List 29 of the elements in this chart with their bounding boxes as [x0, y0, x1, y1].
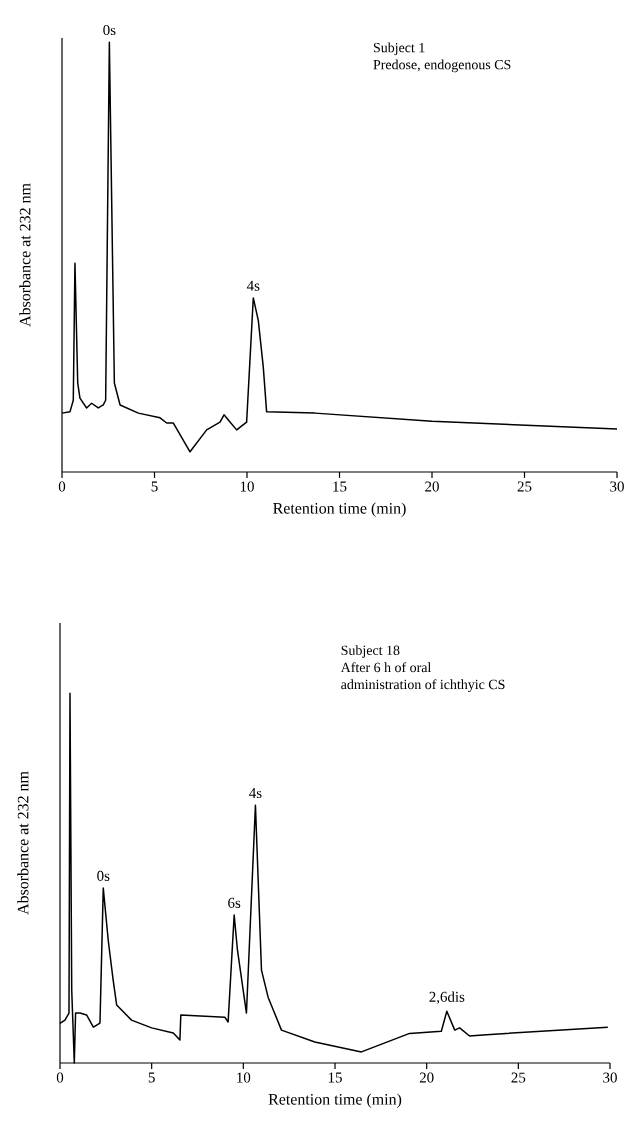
annotation: 6s	[228, 897, 241, 908]
x-tick-label: 15	[333, 481, 347, 492]
y-axis-title: Absorbance at 232 nm	[17, 771, 29, 915]
x-tick-label: 20	[419, 1072, 434, 1083]
x-tick-label: 5	[148, 1072, 155, 1083]
x-tick-label: 20	[425, 481, 439, 492]
annotation: 4s	[249, 788, 262, 799]
x-tick-label: 30	[603, 1072, 617, 1083]
x-axis-title: Retention time (min)	[273, 502, 406, 517]
x-tick-label: 10	[237, 1072, 251, 1083]
text: administration of ichthyic CS	[341, 679, 505, 693]
annotation: Subject 1	[373, 42, 425, 56]
text: After 6 h of oral	[340, 662, 432, 673]
x-tick-label: 15	[328, 1072, 342, 1083]
x-tick-label: 25	[511, 1072, 526, 1083]
x-axis-title: Retention time (min)	[268, 1093, 402, 1108]
x-tick-label: 25	[517, 481, 532, 492]
annotation: 2,6dis	[429, 991, 465, 1005]
text: Subject 18	[341, 645, 400, 658]
y-axis-title: Absorbance at 232 nm	[19, 183, 31, 327]
annotation: 4s	[246, 280, 260, 291]
annotation: 0s	[103, 25, 116, 36]
x-tick-label: 0	[58, 481, 66, 492]
annotation: 0s	[97, 870, 110, 881]
x-tick-label: 30	[610, 481, 624, 492]
x-tick-label: 5	[151, 481, 158, 492]
x-tick-label: 10	[240, 481, 254, 492]
annotation: Predose, endogenous CS	[373, 59, 511, 73]
x-tick-label: 0	[56, 1072, 64, 1083]
